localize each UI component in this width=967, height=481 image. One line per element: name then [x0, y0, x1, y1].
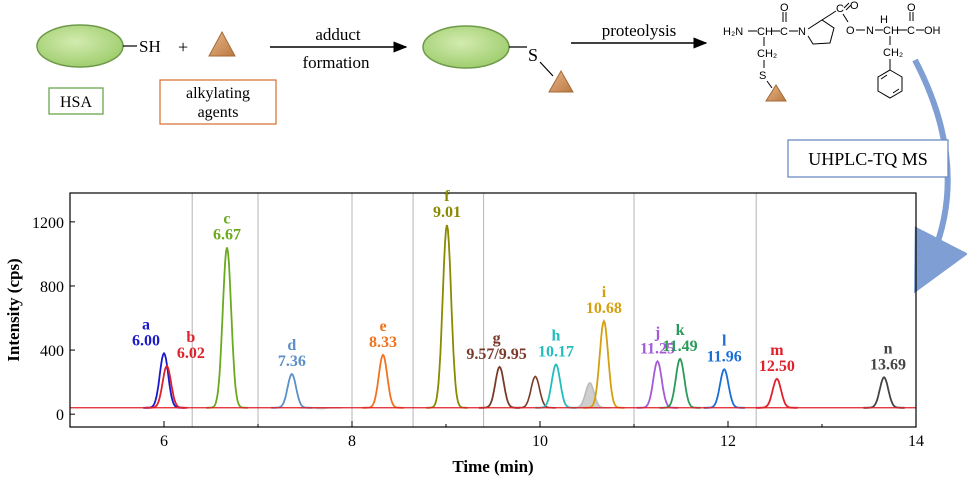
- peak-trace-n: [863, 376, 905, 409]
- adduct-label: adduct: [315, 25, 361, 44]
- peak-letter-label-m: m: [770, 342, 784, 359]
- peak-trace-l: [703, 368, 745, 409]
- carbonyl-c-label: C: [780, 26, 788, 38]
- peak-rt-label-a: 6.00: [132, 332, 160, 349]
- peak-labels: 6.00a 6.02b 6.67c 7.36d 8.33e 9.01f 9.57/9.95g…: [132, 188, 906, 375]
- peak-letter-label-c: c: [223, 210, 230, 227]
- peak-rt-label-n: 13.69: [870, 356, 906, 373]
- hsa-label: HSA: [60, 94, 92, 111]
- x-axis-label: Time (min): [452, 457, 533, 476]
- peptide-structure: H₂N CH C O N C O O H N CH C: [723, 0, 941, 102]
- peak-letter-label-h: h: [552, 327, 561, 344]
- peak-trace-c: [206, 247, 248, 409]
- instrument-box: [787, 139, 949, 178]
- peak-rt-label-l: 11.96: [707, 348, 742, 365]
- peak-trace-d: [271, 372, 313, 409]
- peak-letter-label-n: n: [884, 340, 893, 357]
- proline-n-label: N: [798, 26, 806, 38]
- amide-n-label: N: [866, 25, 874, 37]
- x-tick-label: 8: [348, 433, 356, 450]
- peak-trace-e: [362, 353, 404, 409]
- x-tick-label: 6: [160, 433, 168, 450]
- peak-letter-label-b: b: [186, 329, 195, 346]
- oh-label: OH: [924, 25, 941, 37]
- peak-trace-g: [478, 365, 521, 409]
- ch-label: CH: [757, 26, 773, 38]
- alkylating-agents-line2: agents: [198, 104, 239, 121]
- h2n-label: H₂N: [723, 26, 743, 38]
- peak-letter-label-i: i: [602, 284, 607, 301]
- cys-s-label: S: [759, 70, 766, 82]
- x-tick-label: 12: [720, 433, 736, 450]
- peak-trace-h: [535, 363, 577, 409]
- cooh-c-label: C: [907, 25, 915, 37]
- ester-o-label: O: [846, 25, 855, 37]
- y-axis-label: Intensity (cps): [4, 258, 23, 361]
- peak-trace-f: [426, 224, 468, 409]
- peak-rt-label-c: 6.67: [213, 226, 241, 243]
- instrument-label: UHPLC-TQ MS: [808, 149, 928, 169]
- ring-c-label: C: [836, 3, 844, 15]
- peak-letter-label-d: d: [287, 337, 296, 354]
- peak-letter-label-l: l: [722, 332, 727, 349]
- peak-trace-m: [756, 377, 798, 409]
- peak-rt-label-f: 9.01: [433, 204, 461, 221]
- peak-letter-label-j: j: [654, 324, 660, 341]
- peak-letter-label-k: k: [676, 322, 685, 339]
- peak-rt-label-h: 10.17: [538, 343, 574, 360]
- peak-rt-label-k: 11.49: [662, 338, 697, 355]
- phe-ch2-label: CH₂: [883, 47, 903, 59]
- x-tick-label: 14: [908, 433, 924, 450]
- peak-letter-label-g: g: [493, 330, 501, 347]
- carbonyl-o-label: O: [780, 2, 789, 14]
- adduct-protein-shape: [422, 25, 510, 69]
- alkylating-agents-box: [159, 79, 277, 125]
- peak-rt-label-g: 9.57/9.95: [466, 346, 526, 363]
- reaction-scheme: SH + HSA alkylating agents adduct format…: [36, 0, 967, 294]
- peak-rt-label-i: 10.68: [586, 300, 622, 317]
- amide-h-label: H: [880, 14, 888, 26]
- adduct-triangle: [548, 69, 574, 93]
- y-axis-ticks: 0 400 800 1200: [32, 215, 75, 424]
- peptide-triangle: [765, 84, 787, 102]
- y-tick-label: 0: [56, 407, 64, 424]
- peak-letter-label-a: a: [142, 316, 150, 333]
- phe-ch-label: CH: [883, 25, 899, 37]
- y-tick-label: 1200: [32, 215, 64, 232]
- y-tick-label: 800: [40, 279, 64, 296]
- chromatogram: 0 400 800 1200 6 8 10 12 14 6.00a 6.02b 6.67c 7.36…: [4, 188, 924, 476]
- cooh-o-label: O: [907, 2, 916, 14]
- peak-rt-label-e: 8.33: [369, 334, 397, 351]
- peak-rt-label-m: 12.50: [759, 358, 795, 375]
- plot-frame: [69, 192, 917, 428]
- x-axis-ticks: 6 8 10 12 14: [69, 421, 924, 450]
- peak-rt-label-d: 7.36: [278, 353, 306, 370]
- peak-letter-label-f: f: [444, 188, 450, 205]
- peak-rt-label-b: 6.02: [177, 345, 205, 362]
- peak-letter-label-e: e: [379, 318, 386, 335]
- y-tick-label: 400: [40, 343, 64, 360]
- proteolysis-label: proteolysis: [602, 21, 677, 40]
- ring-o-top-label: O: [850, 0, 859, 12]
- s-label: S: [528, 45, 538, 65]
- plus-sign: +: [178, 37, 188, 57]
- peak-rt-label-j: 11.25: [640, 340, 675, 357]
- formation-label: formation: [302, 53, 370, 72]
- hsa-label-box: [48, 87, 104, 115]
- sh-label: SH: [139, 37, 161, 56]
- alkylating-agent-triangle: [208, 30, 236, 57]
- alkylating-agents-line1: alkylating: [186, 85, 250, 102]
- window-boundaries: [191, 193, 757, 427]
- x-tick-label: 10: [532, 433, 548, 450]
- secondary-peak-trace: [569, 381, 611, 409]
- peak-trace-b: [146, 364, 188, 409]
- hsa-protein-shape: [36, 24, 124, 68]
- cys-ch2-label: CH₂: [757, 48, 777, 60]
